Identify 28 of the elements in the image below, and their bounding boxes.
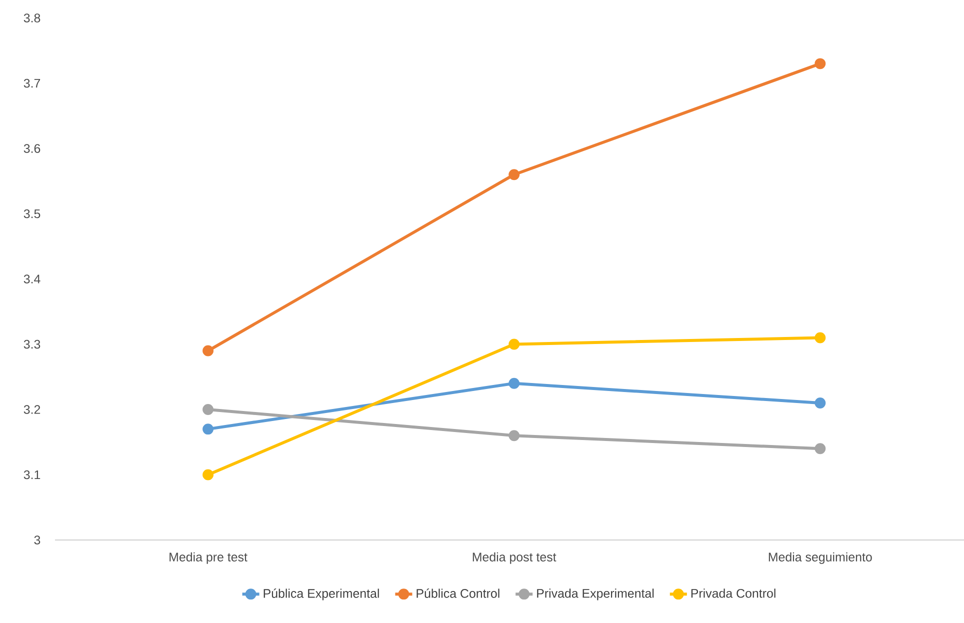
y-tick-label: 3.3 — [24, 340, 40, 349]
point — [202, 345, 214, 356]
legend-label: Pública Experimental — [264, 588, 379, 600]
point — [814, 397, 826, 408]
point — [508, 378, 520, 389]
y-tick-label: 3.8 — [24, 14, 40, 22]
legend-label: Pública Control — [416, 588, 500, 598]
y-tick-label: 3 — [34, 536, 40, 544]
legend-label: Privada Experimental — [537, 588, 654, 600]
y-tick-label: 3.5 — [24, 209, 40, 218]
point — [508, 169, 520, 180]
y-tick-label: 3.6 — [24, 144, 40, 153]
point — [814, 58, 826, 70]
x-tick-label: Media seguimiento — [768, 552, 872, 564]
point — [202, 469, 214, 480]
point — [814, 332, 826, 344]
y-tick-label: 3.1 — [24, 470, 40, 480]
point — [508, 338, 520, 350]
x-tick-label: Media post test — [472, 552, 556, 564]
x-tick-label: Media pre test — [170, 552, 248, 564]
point — [814, 443, 826, 454]
y-tick-label: 3.4 — [24, 274, 40, 284]
point — [202, 404, 214, 415]
legend-label: Privada Control — [691, 588, 776, 598]
point — [202, 424, 214, 435]
y-tick-label: 3.2 — [24, 405, 40, 414]
y-tick-label: 3.7 — [24, 78, 40, 88]
point — [508, 430, 520, 442]
